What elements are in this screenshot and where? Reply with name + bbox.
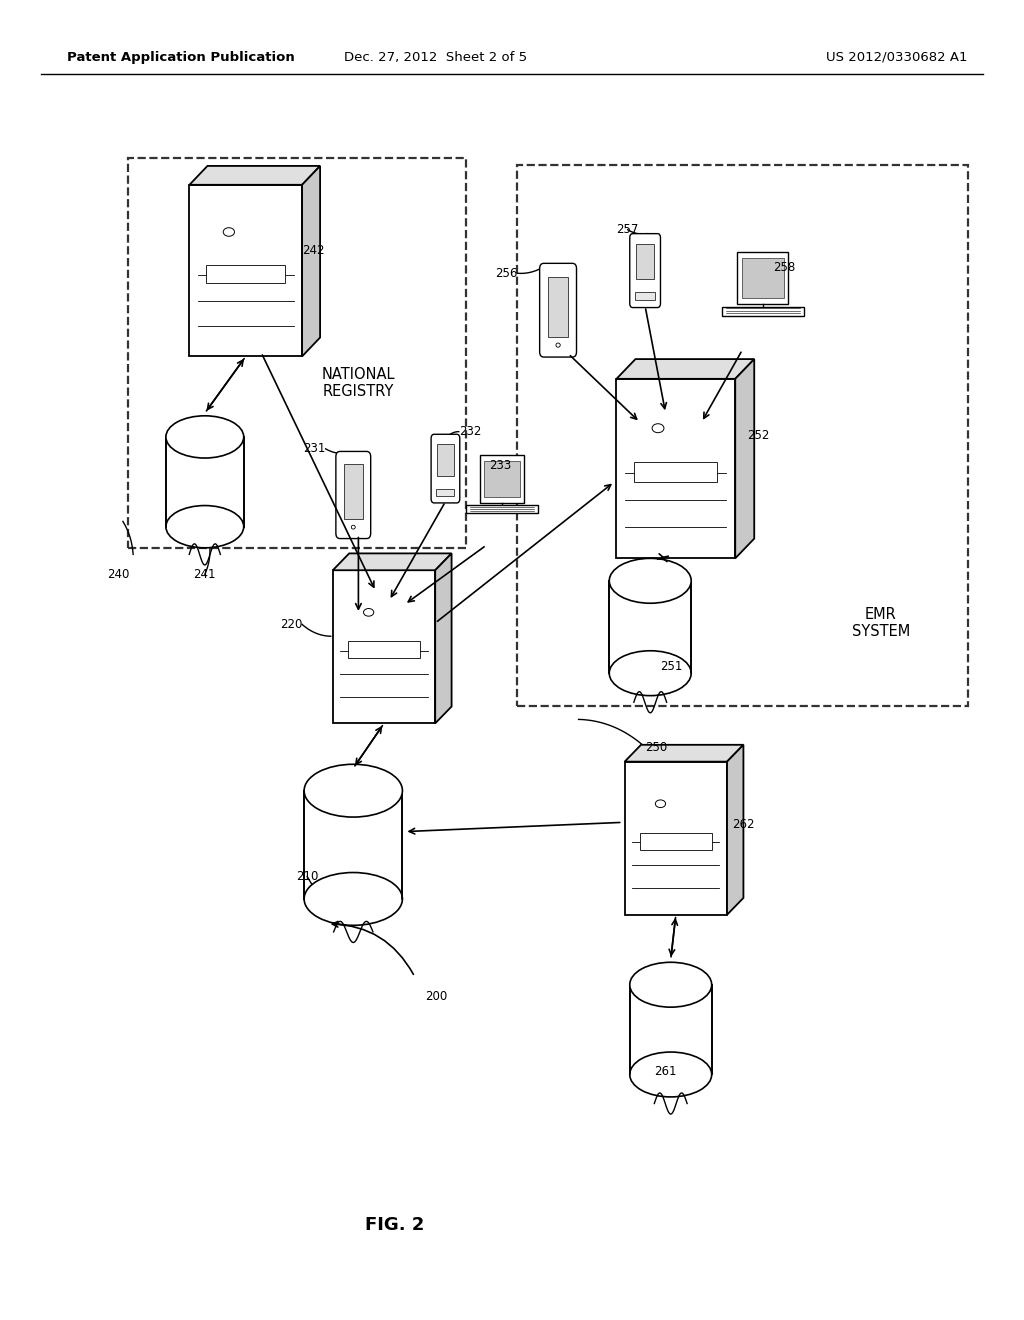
Text: 231: 231	[303, 442, 326, 455]
Ellipse shape	[304, 764, 402, 817]
Polygon shape	[727, 744, 743, 915]
Ellipse shape	[166, 506, 244, 548]
Text: 250: 250	[645, 741, 668, 754]
Polygon shape	[333, 553, 452, 570]
Polygon shape	[616, 359, 755, 379]
Text: 220: 220	[280, 618, 302, 631]
Text: 232: 232	[459, 425, 481, 438]
FancyBboxPatch shape	[344, 465, 362, 520]
FancyBboxPatch shape	[640, 833, 712, 850]
Text: 257: 257	[616, 223, 639, 236]
Ellipse shape	[364, 609, 374, 616]
FancyBboxPatch shape	[431, 434, 460, 503]
Text: 252: 252	[748, 429, 770, 442]
Text: 261: 261	[654, 1065, 677, 1078]
FancyBboxPatch shape	[336, 451, 371, 539]
Polygon shape	[625, 762, 727, 915]
Text: 258: 258	[773, 261, 796, 275]
Text: 233: 233	[489, 459, 512, 473]
Text: 240: 240	[108, 568, 130, 581]
Ellipse shape	[166, 416, 244, 458]
Polygon shape	[735, 359, 755, 558]
FancyBboxPatch shape	[348, 642, 420, 659]
Polygon shape	[189, 166, 321, 185]
FancyBboxPatch shape	[609, 581, 691, 673]
Polygon shape	[625, 744, 743, 762]
FancyBboxPatch shape	[466, 506, 538, 513]
FancyBboxPatch shape	[437, 445, 454, 477]
Text: Dec. 27, 2012  Sheet 2 of 5: Dec. 27, 2012 Sheet 2 of 5	[344, 51, 526, 63]
FancyBboxPatch shape	[540, 263, 577, 356]
Ellipse shape	[304, 873, 402, 925]
Ellipse shape	[652, 424, 664, 433]
Ellipse shape	[630, 962, 712, 1007]
Ellipse shape	[630, 1052, 712, 1097]
FancyBboxPatch shape	[636, 244, 654, 279]
Polygon shape	[435, 553, 452, 723]
Polygon shape	[302, 166, 321, 356]
FancyBboxPatch shape	[630, 985, 712, 1074]
FancyBboxPatch shape	[206, 264, 285, 284]
Ellipse shape	[351, 525, 355, 529]
Ellipse shape	[223, 227, 234, 236]
Ellipse shape	[655, 800, 666, 808]
FancyBboxPatch shape	[483, 461, 520, 498]
Ellipse shape	[556, 343, 560, 347]
Text: EMR
SYSTEM: EMR SYSTEM	[852, 607, 909, 639]
Text: 256: 256	[495, 267, 517, 280]
FancyBboxPatch shape	[635, 293, 655, 301]
FancyBboxPatch shape	[548, 277, 568, 337]
Text: US 2012/0330682 A1: US 2012/0330682 A1	[826, 51, 968, 63]
Text: Patent Application Publication: Patent Application Publication	[67, 51, 294, 63]
FancyBboxPatch shape	[166, 437, 244, 527]
Ellipse shape	[609, 651, 691, 696]
FancyBboxPatch shape	[304, 791, 402, 899]
Text: 241: 241	[194, 568, 216, 581]
Text: NATIONAL
REGISTRY: NATIONAL REGISTRY	[322, 367, 395, 399]
FancyBboxPatch shape	[479, 455, 524, 503]
FancyBboxPatch shape	[634, 462, 718, 482]
FancyBboxPatch shape	[742, 259, 783, 298]
Text: 200: 200	[425, 990, 447, 1003]
FancyBboxPatch shape	[722, 306, 804, 315]
Polygon shape	[189, 185, 302, 356]
Polygon shape	[616, 379, 735, 558]
FancyBboxPatch shape	[630, 234, 660, 308]
Text: 210: 210	[296, 870, 318, 883]
Text: FIG. 2: FIG. 2	[365, 1216, 424, 1234]
Polygon shape	[333, 570, 435, 723]
Text: 251: 251	[660, 660, 683, 673]
Text: 262: 262	[732, 818, 755, 832]
Ellipse shape	[609, 558, 691, 603]
FancyBboxPatch shape	[436, 488, 455, 496]
Text: 242: 242	[302, 244, 325, 257]
FancyBboxPatch shape	[737, 252, 788, 305]
